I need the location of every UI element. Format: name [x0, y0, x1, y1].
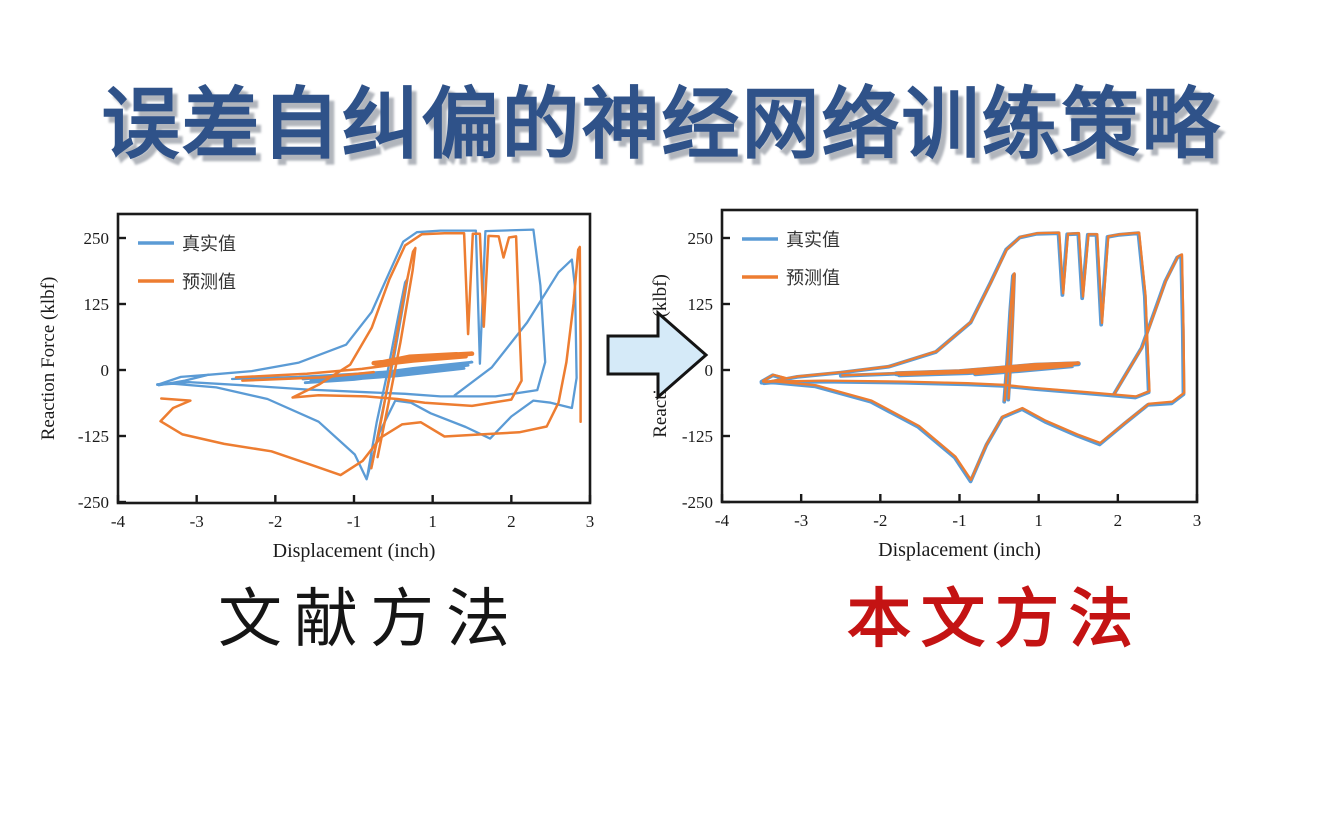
x-tick-label: 3 — [1193, 511, 1202, 530]
y-tick-label: 125 — [84, 295, 110, 314]
caption-literature-method: 文献方法 — [218, 583, 522, 655]
x-axis-title: Displacement (inch) — [878, 539, 1041, 561]
x-tick-label: -2 — [268, 512, 282, 531]
x-tick-label: -3 — [794, 511, 808, 530]
series-pred-line — [371, 351, 475, 367]
caption-proposed-method: 本文方法 — [847, 583, 1143, 655]
y-tick-label: 0 — [101, 361, 110, 380]
legend-label-true: 真实值 — [786, 230, 840, 250]
y-tick-label: 250 — [84, 229, 110, 248]
y-tick-label: -125 — [682, 427, 713, 446]
x-tick-label: -4 — [111, 512, 126, 531]
x-tick-label: 1 — [1034, 511, 1043, 530]
series-pred-line — [159, 245, 582, 477]
y-tick-label: 125 — [688, 295, 714, 314]
x-tick-label: 3 — [586, 512, 595, 531]
plot-border — [720, 208, 1199, 504]
transform-arrow-icon — [606, 310, 709, 400]
x-tick-label: 1 — [428, 512, 437, 531]
x-axis-title: Displacement (inch) — [273, 540, 436, 562]
series-true-line — [156, 228, 547, 398]
y-tick-label: -250 — [682, 493, 713, 512]
series-true-line — [230, 369, 395, 381]
series-pred-line — [841, 369, 961, 377]
x-tick-label: -1 — [952, 511, 966, 530]
y-tick-label: -125 — [78, 427, 109, 446]
y-axis-title: Reaction Force (klbf) — [38, 277, 59, 441]
series-pred-line — [762, 253, 1186, 481]
transform-arrow-shape — [606, 310, 709, 400]
legend-label-true: 真实值 — [182, 234, 236, 254]
series-pred-line — [1003, 272, 1016, 402]
x-tick-label: -1 — [347, 512, 361, 531]
y-tick-label: 250 — [688, 229, 714, 248]
x-tick-label: -4 — [715, 511, 730, 530]
series-pred-line — [370, 246, 417, 470]
x-tick-label: -3 — [190, 512, 204, 531]
legend-label-pred: 预测值 — [786, 268, 840, 288]
chart-proposed-method: 250 125 0 -125 -250-4 -3 -2 -1 1 2 3 Displacement (… — [650, 208, 1202, 561]
series-pred-line — [241, 370, 375, 382]
x-tick-label: 2 — [1114, 511, 1123, 530]
series-pred-line — [896, 361, 1081, 376]
slide-title: 误差自纠偏的神经网络训练策略 — [101, 80, 1222, 168]
series-pred-line — [234, 363, 391, 379]
legend-label-pred: 预测值 — [182, 272, 236, 292]
x-tick-label: -2 — [873, 511, 887, 530]
y-tick-label: 0 — [705, 361, 714, 380]
chart-literature-method: 250 125 0 -125 -250-4 -3 -2 -1 1 2 3 Displacement (… — [38, 212, 595, 562]
series-pred-line — [291, 231, 523, 408]
y-tick-label: -250 — [78, 493, 109, 512]
series-pred-line — [762, 231, 1151, 398]
x-tick-label: 2 — [507, 512, 516, 531]
series-true-line — [156, 258, 578, 481]
